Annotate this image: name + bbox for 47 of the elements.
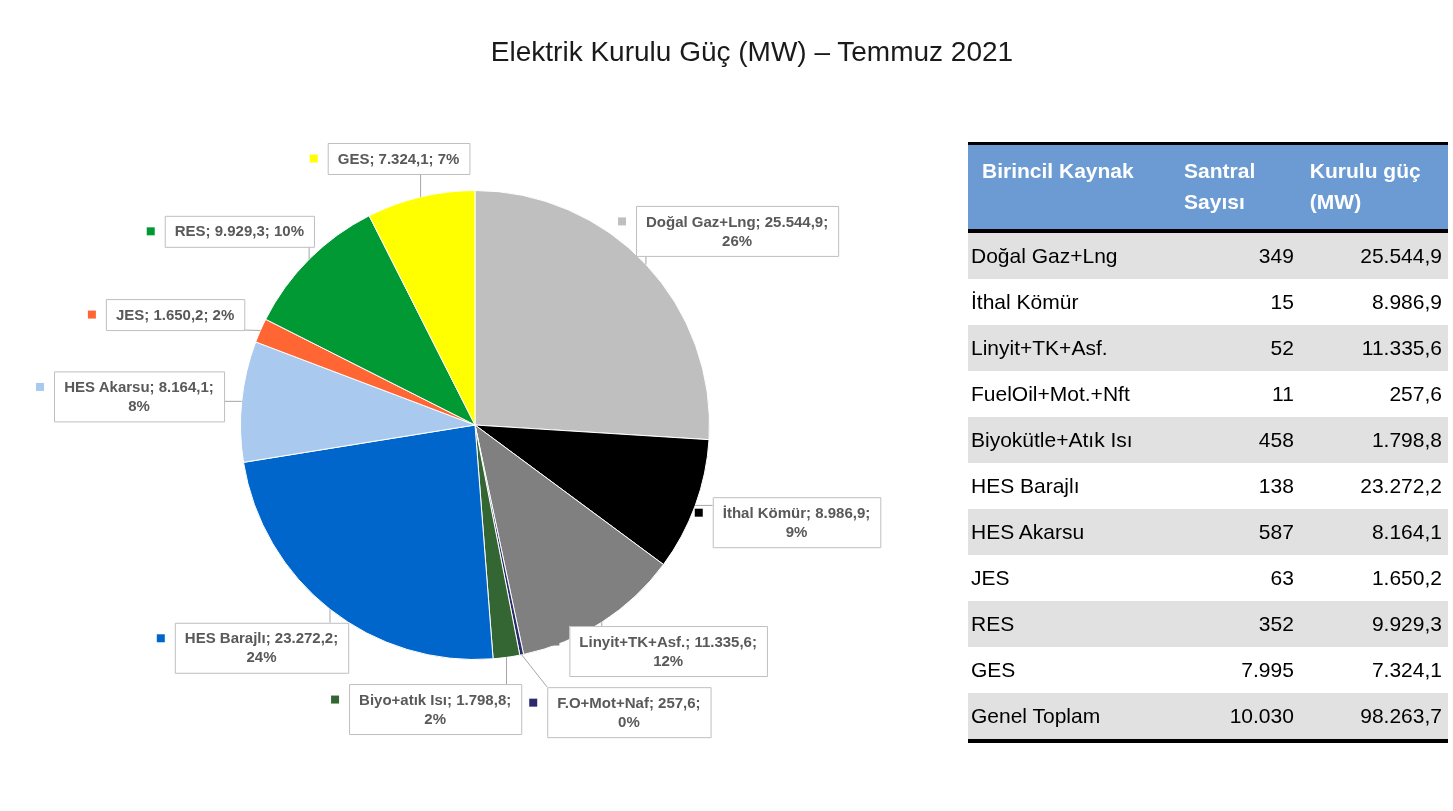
category-label: HES Barajlı xyxy=(971,474,1080,497)
category-label: GES xyxy=(971,658,1016,681)
data-label: 11 xyxy=(1272,382,1294,405)
data-label: 349 xyxy=(1258,244,1294,267)
category-label: İthal Kömür xyxy=(971,290,1079,313)
data-label: 352 xyxy=(1258,612,1294,635)
legend-label: F.O+Mot+Naf; 257,6; 0% xyxy=(557,693,701,730)
data-label: 8.986,9 xyxy=(1371,290,1442,313)
category-label: Biyokütle+Atık Isı xyxy=(971,428,1133,451)
legend-label: JES; 1.650,2; 2% xyxy=(115,305,235,323)
data-label: 138 xyxy=(1258,474,1294,497)
legend-label: Doğal Gaz+Lng; 25.544,9; 26% xyxy=(646,212,829,249)
data-label: 15 xyxy=(1270,290,1294,313)
data-label: 8.164,1 xyxy=(1371,520,1442,543)
data-label: 98.263,7 xyxy=(1360,704,1442,727)
data-label: 23.272,2 xyxy=(1360,474,1442,497)
series-label: Kurulu güç (MW) xyxy=(1309,159,1421,213)
legend-label: HES Akarsu; 8.164,1; 8% xyxy=(64,378,214,415)
chart-title: Elektrik Kurulu Güç (MW) – Temmuz 2021 xyxy=(490,36,1014,68)
data-label: 63 xyxy=(1270,566,1294,589)
legend-label: Biyo+atık Isı; 1.798,8; 2% xyxy=(359,690,512,727)
legend-label: İthal Kömür; 8.986,9; 9% xyxy=(722,503,871,540)
category-label: Linyit+TK+Asf. xyxy=(971,336,1108,359)
category-label: FuelOil+Mot.+Nft xyxy=(971,382,1130,405)
series-label: Santral Sayısı xyxy=(1184,159,1256,213)
data-label: 1.798,8 xyxy=(1371,428,1442,451)
data-label: 7.995 xyxy=(1241,658,1294,681)
data-label: 7.324,1 xyxy=(1371,658,1442,681)
legend-label: Linyit+TK+Asf.; 11.335,6; 12% xyxy=(579,632,757,669)
data-label: 10.030 xyxy=(1229,704,1294,727)
data-label: 257,6 xyxy=(1389,382,1442,405)
legend-label: HES Barajlı; 23.272,2; 24% xyxy=(184,629,339,666)
data-label: 25.544,9 xyxy=(1360,244,1442,267)
data-label: 52 xyxy=(1270,336,1294,359)
category-label: Genel Toplam xyxy=(971,704,1101,727)
data-label: 587 xyxy=(1258,520,1294,543)
text: Birincil Kaynak xyxy=(982,159,1134,182)
category-label: Doğal Gaz+Lng xyxy=(971,244,1118,267)
legend-label: GES; 7.324,1; 7% xyxy=(337,149,460,167)
data-label: 458 xyxy=(1258,428,1294,451)
category-label: JES xyxy=(971,566,1010,589)
legend-label: RES; 9.929,3; 10% xyxy=(174,222,304,240)
category-label: HES Akarsu xyxy=(971,520,1085,543)
category-label: RES xyxy=(971,612,1015,635)
data-label: 1.650,2 xyxy=(1371,566,1442,589)
data-label: 11.335,6 xyxy=(1361,336,1442,359)
data-label: 9.929,3 xyxy=(1371,612,1442,635)
